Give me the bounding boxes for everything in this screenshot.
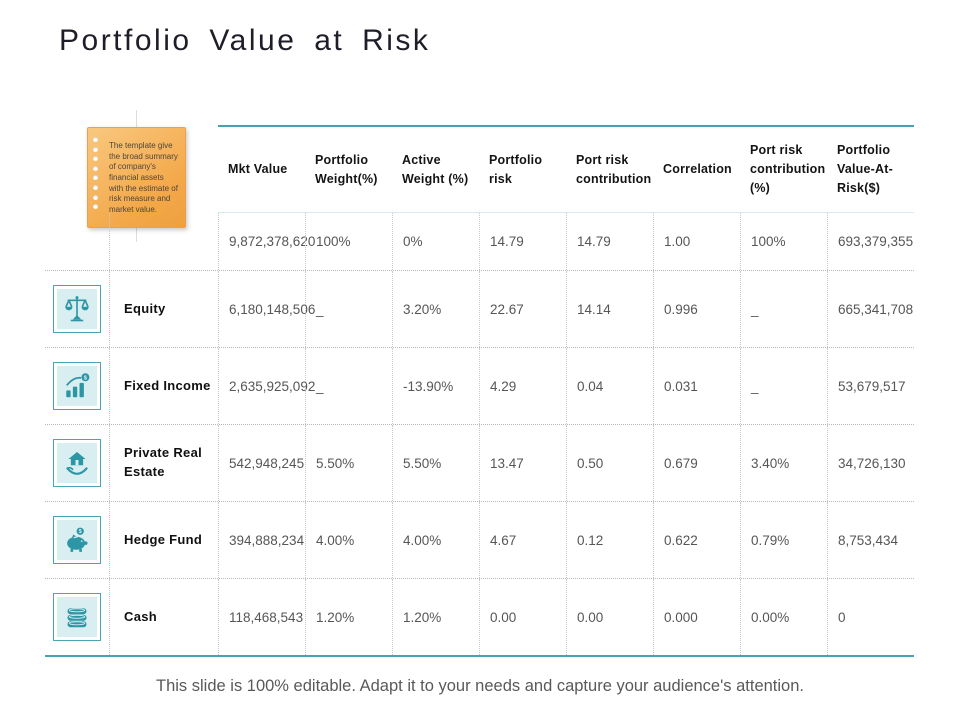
house-hand-icon [53, 439, 101, 487]
asset-icon-background [57, 443, 97, 483]
table-cell: _ [305, 271, 392, 347]
table-cell: 8,753,434 [827, 502, 914, 578]
table-cell: 100% [305, 213, 392, 270]
table-cell: 3.40% [740, 425, 827, 501]
table-cell: 0% [392, 213, 479, 270]
table-cell: 1.00 [653, 213, 740, 270]
asset-icon-background [57, 289, 97, 329]
table-cell: 0.00 [566, 579, 653, 655]
table-cell: 9,872,378,620 [218, 213, 315, 270]
column-header-portfolio-weight: Portfolio Weight(%) [305, 125, 392, 213]
table-cell: -13.90% [392, 348, 479, 424]
table-cell: 5.50% [305, 425, 392, 501]
table-header-row: Mkt Value Portfolio Weight(%) Active Wei… [45, 125, 914, 213]
page-title: Portfolio Value at Risk [59, 24, 431, 57]
table-cell: 14.14 [566, 271, 653, 347]
header-icon-spacer [45, 125, 109, 213]
table-cell: _ [305, 348, 392, 424]
table-cell: 13.47 [479, 425, 566, 501]
table-cell: 0.00% [740, 579, 827, 655]
column-header-active-weight: Active Weight (%) [392, 125, 479, 213]
row-label: Fixed Income [109, 348, 218, 424]
table-cell: 0.79% [740, 502, 827, 578]
column-header-correlation: Correlation [653, 125, 740, 213]
table-body: 9,872,378,620 100% 0% 14.79 14.79 1.00 1… [45, 213, 914, 655]
table-cell: 0 [827, 579, 914, 655]
table-cell: 118,468,543 [218, 579, 305, 655]
column-header-mkt-value: Mkt Value [218, 125, 305, 213]
row-icon-cell [45, 213, 109, 270]
note-punch-holes [93, 137, 98, 210]
table-cell: 2,635,925,092 [218, 348, 315, 424]
table-cell: _ [740, 271, 827, 347]
table-row: Hedge Fund 394,888,234 4.00% 4.00% 4.67 … [45, 501, 914, 578]
table-cell: 693,379,355 [827, 213, 914, 270]
portfolio-table: Mkt Value Portfolio Weight(%) Active Wei… [45, 125, 914, 657]
table-cell: 5.50% [392, 425, 479, 501]
table-cell: 0.996 [653, 271, 740, 347]
row-icon-cell [45, 502, 109, 578]
table-cell: 14.79 [479, 213, 566, 270]
table-cell: 0.622 [653, 502, 740, 578]
row-label [109, 213, 218, 270]
table-row: Equity 6,180,148,506 _ 3.20% 22.67 14.14… [45, 270, 914, 347]
table-cell: 394,888,234 [218, 502, 305, 578]
asset-icon-background [57, 520, 97, 560]
row-icon-cell [45, 271, 109, 347]
table-cell: 0.679 [653, 425, 740, 501]
row-icon-cell [45, 425, 109, 501]
asset-icon-background [57, 597, 97, 637]
column-header-portfolio-var: Portfolio Value-At-Risk($) [827, 125, 914, 213]
table-row: Fixed Income 2,635,925,092 _ -13.90% 4.2… [45, 347, 914, 424]
table-cell: 1.20% [305, 579, 392, 655]
table-cell: 34,726,130 [827, 425, 914, 501]
coin-stack-icon [53, 593, 101, 641]
table-cell: 0.031 [653, 348, 740, 424]
table-cell: 14.79 [566, 213, 653, 270]
bar-growth-icon [53, 362, 101, 410]
row-label: Private Real Estate [109, 425, 218, 501]
table-cell: 4.67 [479, 502, 566, 578]
table-cell: _ [740, 348, 827, 424]
table-row: Private Real Estate 542,948,245 5.50% 5.… [45, 424, 914, 501]
table-cell: 665,341,708 [827, 271, 914, 347]
table-cell: 100% [740, 213, 827, 270]
table-row: 9,872,378,620 100% 0% 14.79 14.79 1.00 1… [45, 213, 914, 270]
column-header-port-risk-contribution: Port risk contribution [566, 125, 653, 213]
table-cell: 4.29 [479, 348, 566, 424]
row-label: Equity [109, 271, 218, 347]
table-cell: 0.00 [479, 579, 566, 655]
row-label: Cash [109, 579, 218, 655]
table-row: Cash 118,468,543 1.20% 1.20% 0.00 0.00 0… [45, 578, 914, 655]
table-cell: 53,679,517 [827, 348, 914, 424]
row-label: Hedge Fund [109, 502, 218, 578]
table-cell: 0.50 [566, 425, 653, 501]
table-cell: 6,180,148,506 [218, 271, 315, 347]
row-icon-cell [45, 579, 109, 655]
piggy-bank-icon [53, 516, 101, 564]
balance-scale-icon [53, 285, 101, 333]
table-cell: 4.00% [392, 502, 479, 578]
column-header-portfolio-risk: Portfolio risk [479, 125, 566, 213]
table-cell: 542,948,245 [218, 425, 305, 501]
footer-caption: This slide is 100% editable. Adapt it to… [156, 677, 804, 695]
row-icon-cell [45, 348, 109, 424]
table-cell: 0.000 [653, 579, 740, 655]
column-header-port-risk-contribution-pct: Port risk contribution (%) [740, 125, 827, 213]
table-cell: 1.20% [392, 579, 479, 655]
table-cell: 22.67 [479, 271, 566, 347]
sticky-note-text: The template give the broad summary of c… [109, 141, 178, 214]
asset-icon-background [57, 366, 97, 406]
header-label-spacer [109, 125, 218, 213]
table-cell: 0.12 [566, 502, 653, 578]
table-cell: 4.00% [305, 502, 392, 578]
sticky-note: The template give the broad summary of c… [87, 127, 186, 228]
table-cell: 3.20% [392, 271, 479, 347]
table-cell: 0.04 [566, 348, 653, 424]
